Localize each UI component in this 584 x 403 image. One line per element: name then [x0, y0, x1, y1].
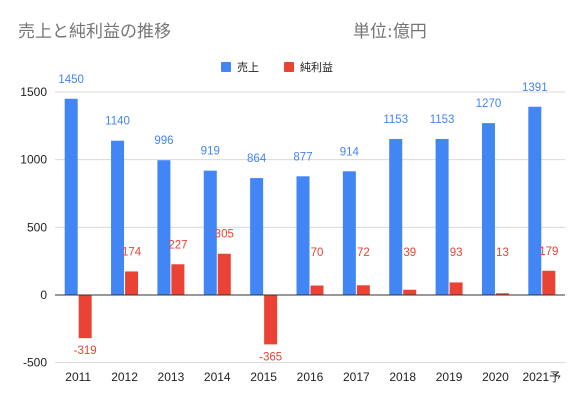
x-tick-label: 2015 [250, 370, 277, 384]
y-axis-ticks: -500 0 500 1000 1500 [20, 85, 47, 370]
bar-sales [389, 138, 403, 295]
y-tick-label: -500 [23, 356, 47, 370]
data-label-net-income: 93 [450, 247, 463, 259]
data-labels: 1450 -319 1140 174 996 227 919 305 864 -365 877 70 9… [58, 74, 558, 364]
data-label-sales: 877 [293, 151, 312, 163]
data-label-sales: 919 [201, 146, 220, 158]
legend-swatch-sales [221, 62, 231, 72]
legend-swatch-net-income [284, 62, 294, 72]
chart-title: 売上と純利益の推移 [18, 22, 171, 42]
x-tick-label: 2019 [436, 370, 463, 384]
bar-sales [435, 138, 449, 295]
bar-net-income [356, 285, 370, 295]
y-tick-label: 500 [27, 220, 47, 234]
data-label-sales: 1153 [383, 114, 408, 126]
x-axis-ticks: 2011 2012 2013 2014 2015 2016 2017 2018 2019 2020… [65, 370, 561, 384]
bar-net-income [78, 295, 92, 339]
data-label-net-income: 174 [122, 246, 142, 258]
bar-net-income [542, 270, 556, 295]
x-tick-label: 2012 [111, 370, 138, 384]
bar-sales [157, 160, 171, 295]
gridlines [55, 91, 565, 364]
bar-net-income [264, 295, 278, 345]
data-label-sales: 1450 [58, 74, 84, 86]
y-tick-label: 1000 [20, 153, 47, 167]
data-label-net-income: 13 [496, 247, 509, 259]
data-label-sales: 1391 [522, 82, 548, 94]
y-tick-label: 0 [40, 288, 47, 302]
x-tick-label: 2013 [158, 370, 185, 384]
x-tick-label: 2020 [482, 370, 509, 384]
data-label-net-income: 70 [311, 247, 324, 259]
legend: 売上 純利益 [221, 60, 333, 74]
bars [64, 98, 556, 345]
y-tick-label: 1500 [20, 85, 47, 99]
x-tick-label: 2018 [389, 370, 416, 384]
bar-sales [528, 106, 542, 295]
data-label-net-income: 227 [168, 239, 187, 251]
data-label-sales: 1153 [430, 114, 455, 126]
bar-net-income [217, 253, 231, 295]
bar-net-income [125, 271, 139, 295]
data-label-net-income: 72 [357, 247, 370, 259]
bar-net-income [171, 264, 185, 295]
bar-net-income [449, 282, 463, 295]
bar-net-income [310, 285, 324, 295]
bar-net-income [403, 289, 417, 295]
data-label-net-income: -319 [74, 345, 97, 357]
bar-sales [64, 98, 78, 296]
bar-sales [296, 176, 310, 295]
data-label-net-income: -365 [259, 351, 282, 363]
data-label-net-income: 39 [403, 247, 416, 259]
chart-subtitle: 単位:億円 [353, 22, 427, 42]
bar-sales [250, 178, 264, 295]
data-label-sales: 1270 [476, 98, 502, 110]
legend-label-sales: 売上 [237, 61, 259, 74]
data-label-sales: 1140 [105, 116, 130, 128]
bar-sales [342, 171, 356, 295]
data-label-net-income: 305 [215, 229, 234, 241]
x-tick-label: 2016 [297, 370, 324, 384]
data-label-sales: 914 [340, 146, 360, 158]
x-tick-label: 2017 [343, 370, 370, 384]
bar-sales [203, 170, 217, 295]
x-tick-label: 2021予 [522, 370, 561, 384]
data-label-sales: 864 [247, 153, 267, 165]
bar-sales [481, 123, 495, 295]
legend-label-net-income: 純利益 [300, 60, 333, 74]
bar-sales [111, 140, 125, 295]
data-label-sales: 996 [154, 135, 173, 147]
x-tick-label: 2014 [204, 370, 231, 384]
data-label-net-income: 179 [539, 246, 558, 258]
x-tick-label: 2011 [65, 370, 91, 384]
bar-net-income [495, 293, 509, 295]
